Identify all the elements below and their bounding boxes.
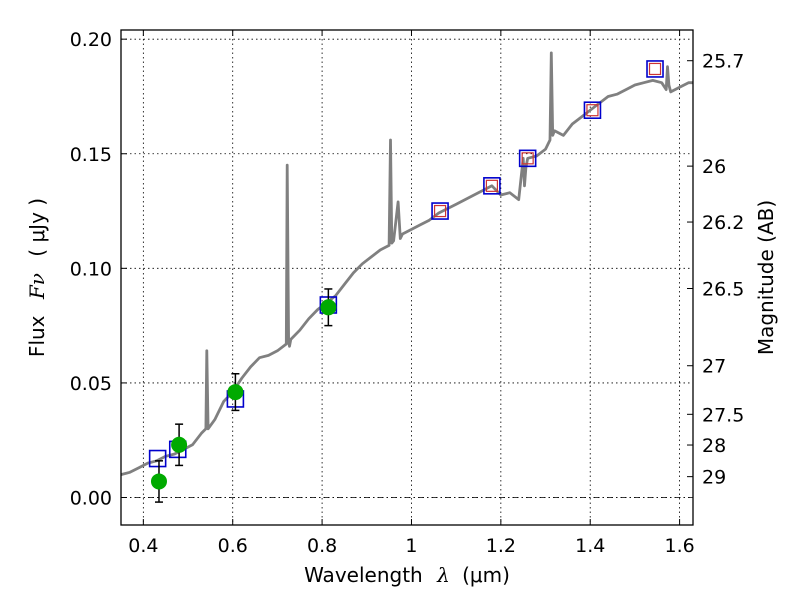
x-tick-label: 0.8 — [307, 535, 337, 557]
model-photometry-marker — [518, 149, 537, 168]
y-axis-title: Flux Fν ( μJy ) — [25, 198, 49, 357]
magnitude-tick-label: 28 — [702, 435, 726, 457]
plot-frame — [120, 29, 694, 526]
model-photometry-marker — [483, 177, 501, 195]
observed-flux-square-marker — [485, 179, 499, 192]
y-tick-label: 0.05 — [70, 373, 112, 395]
observed-flux-circle-marker — [171, 436, 188, 453]
observed-flux-square-marker — [648, 62, 662, 76]
magnitude-axis-title: Magnitude (AB) — [754, 200, 778, 355]
x-tick-label: 0.6 — [218, 535, 248, 557]
magnitude-tick-label: 27 — [702, 356, 726, 378]
y-axis-ticks: 0.00 0.05 0.10 0.15 0.20 — [70, 29, 127, 510]
magnitude-tick-label: 25.7 — [702, 51, 744, 73]
y-tick-label: 0.10 — [70, 258, 112, 280]
x-tick-label: 1.6 — [664, 535, 694, 557]
magnitude-axis-ticks: 25.7 26 26.2 26.5 27 27.5 28 29 — [687, 51, 744, 489]
y-tick-label: 0.00 — [70, 488, 112, 510]
x-axis-title-unit: (μm) — [462, 563, 510, 587]
magnitude-tick-label: 27.5 — [702, 404, 744, 426]
observed-flux-square-marker — [521, 152, 534, 165]
model-photometry-marker — [431, 202, 449, 220]
observed-flux-square-marker — [586, 104, 599, 117]
x-tick-label: 1.4 — [575, 535, 605, 557]
x-axis-title-symbol: λ — [436, 563, 450, 587]
model-photometry-marker — [646, 60, 664, 78]
x-tick-label: 1.2 — [486, 535, 516, 557]
spectrum-line — [121, 51, 693, 476]
x-axis-title-prefix: Wavelength — [304, 563, 423, 587]
y-tick-label: 0.20 — [70, 29, 112, 51]
x-tick-label: 1 — [405, 535, 417, 557]
observed-flux-circle-marker — [227, 384, 244, 401]
observed-flux-circle-marker — [320, 299, 337, 316]
x-axis-ticks: 0.4 0.6 0.8 1 1.2 1.4 1.6 — [128, 30, 695, 557]
series — [121, 51, 693, 503]
magnitude-tick-label: 29 — [702, 467, 726, 489]
model-photometry-marker — [148, 449, 167, 468]
magnitude-tick-label: 26.5 — [702, 279, 744, 301]
y-tick-label: 0.15 — [70, 144, 112, 166]
y-axis-title-symbol: Fν — [25, 273, 49, 300]
x-axis-title: Wavelength λ (μm) — [304, 563, 510, 587]
grid — [121, 30, 693, 525]
x-tick-label: 0.4 — [128, 535, 158, 557]
observed-flux-square-marker — [433, 204, 447, 218]
y-axis-title-unit: ( μJy ) — [25, 198, 49, 257]
observed-flux-circle-marker — [150, 473, 167, 490]
magnitude-tick-label: 26.2 — [702, 212, 744, 234]
magnitude-tick-label: 26 — [702, 156, 726, 178]
model-photometry-marker — [583, 101, 602, 120]
y-axis-title-prefix: Flux — [25, 315, 49, 357]
